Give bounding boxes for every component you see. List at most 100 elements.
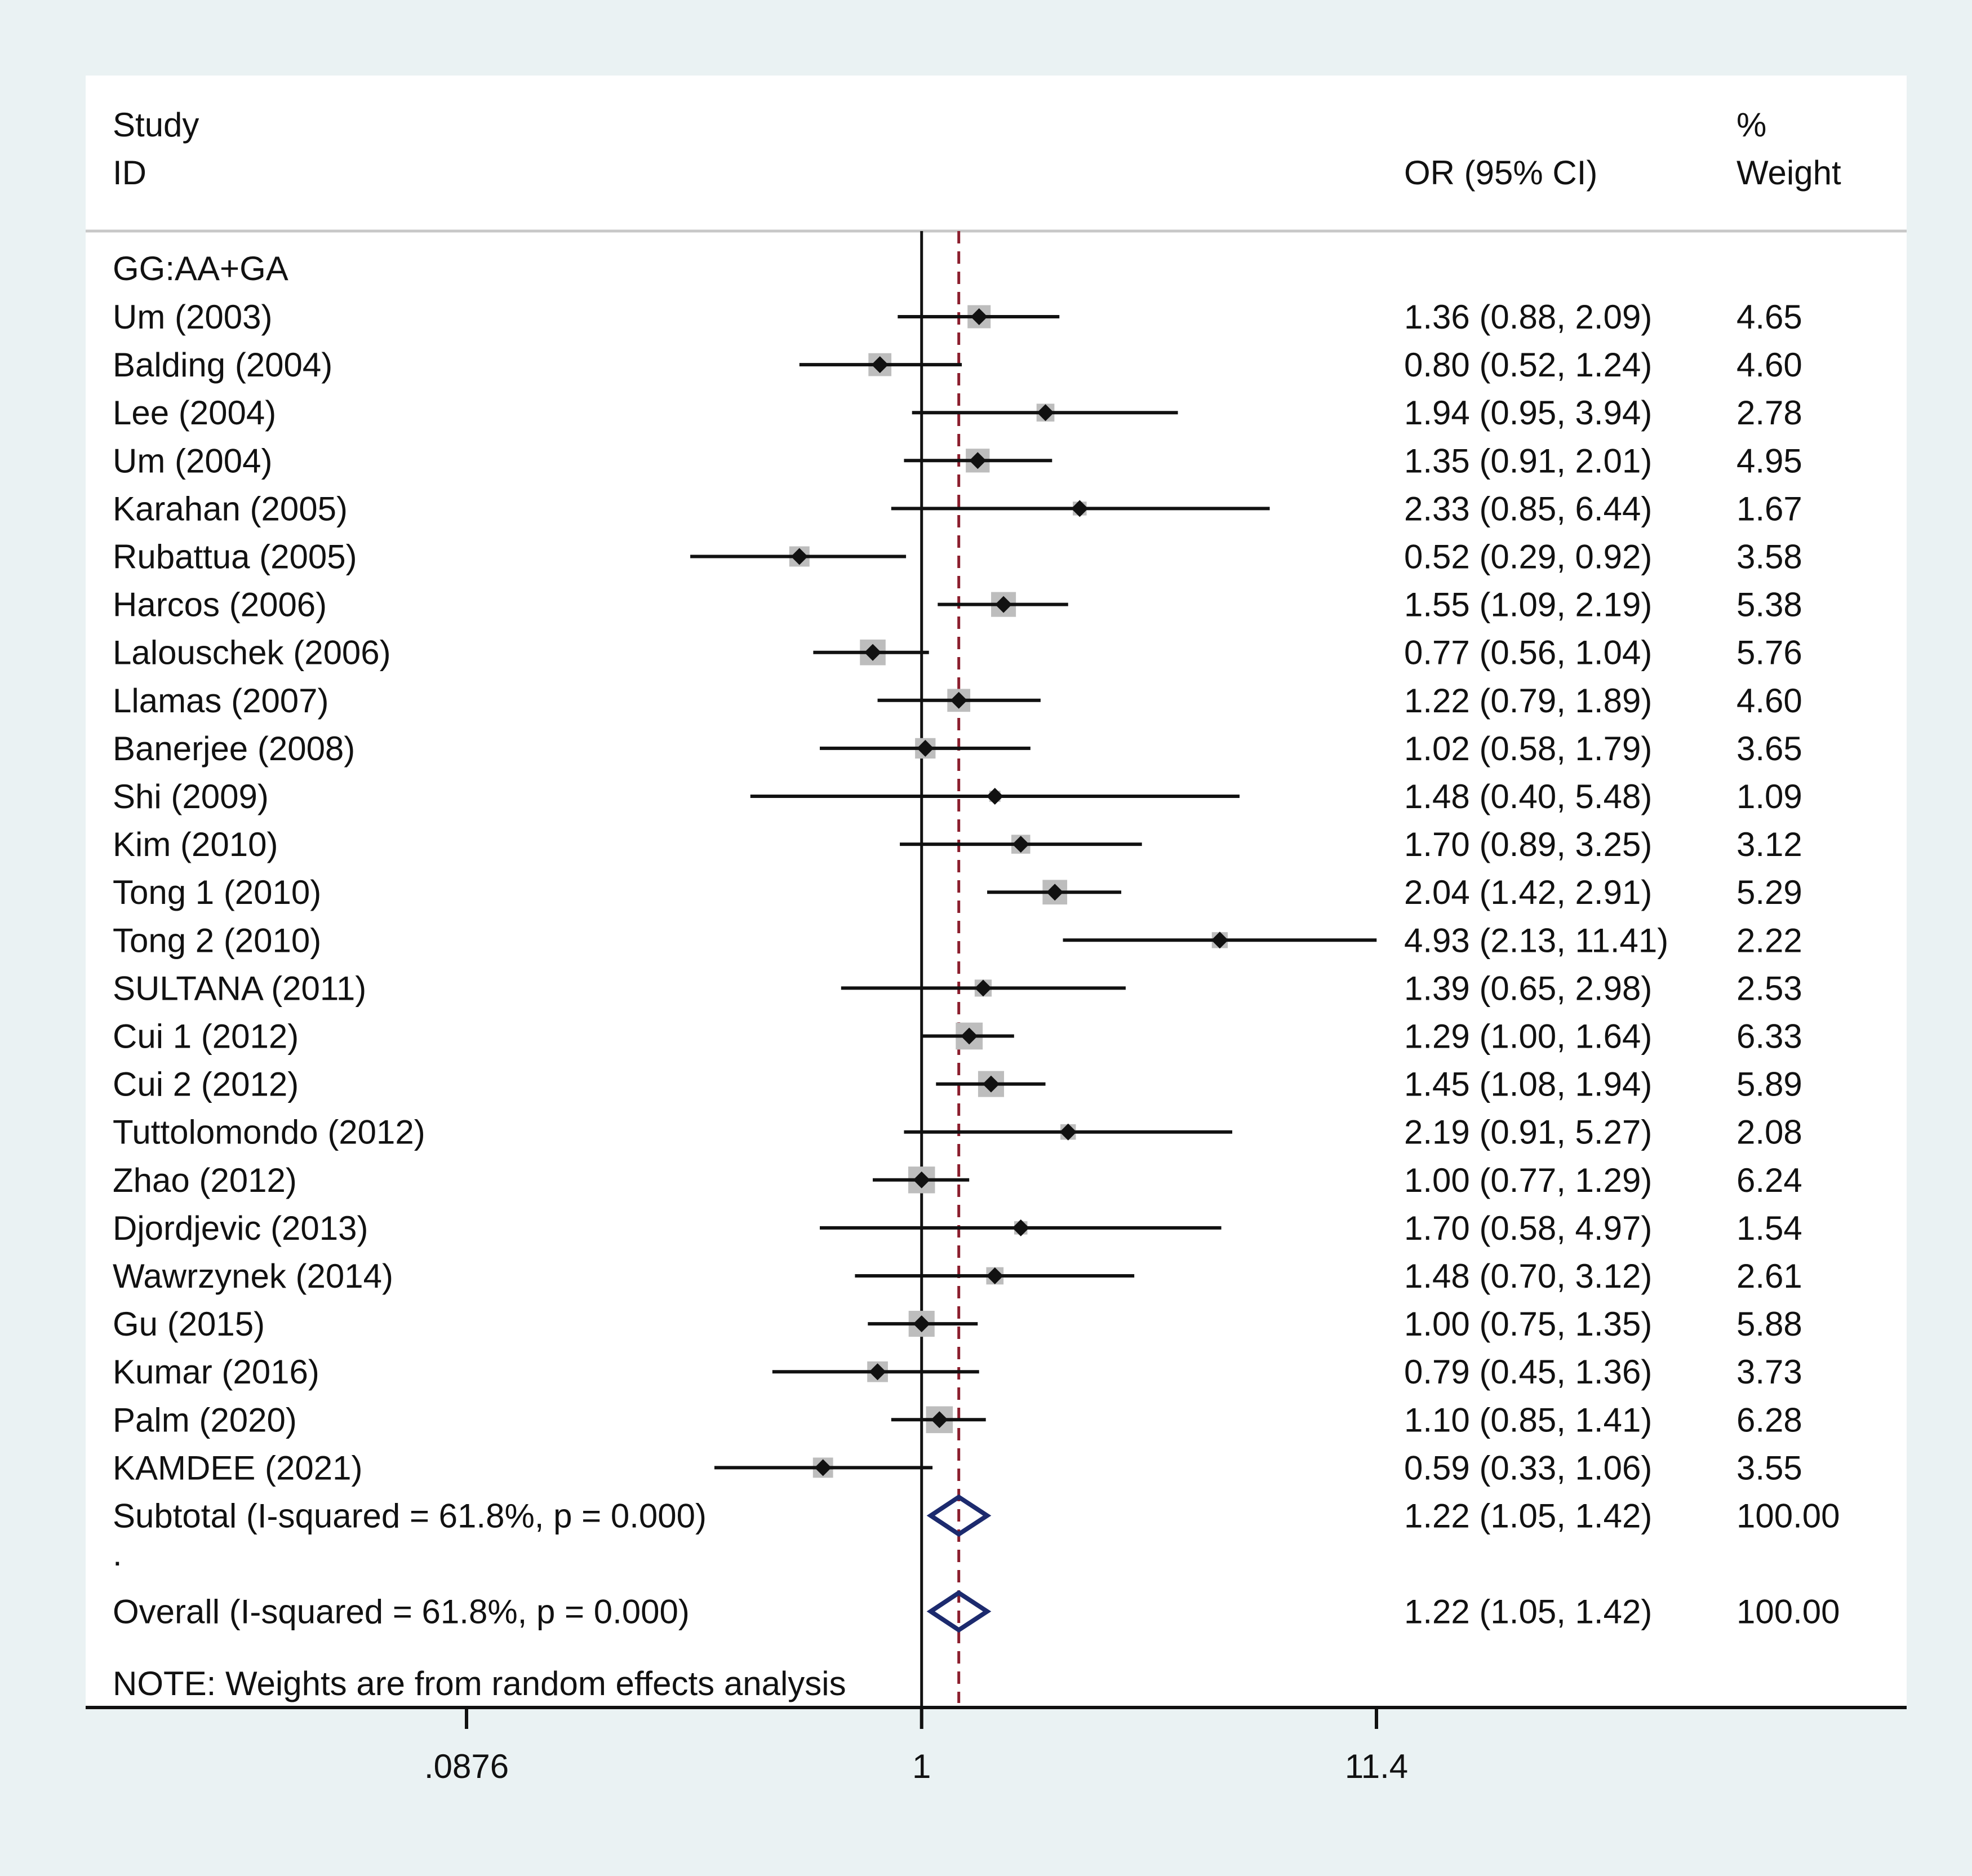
study-ci: 1.10 (0.85, 1.41): [1404, 1401, 1652, 1439]
point-estimate-marker: [974, 979, 992, 997]
point-estimate-marker: [1046, 884, 1064, 901]
study-ci: 2.19 (0.91, 5.27): [1404, 1114, 1652, 1151]
study-ci: 1.02 (0.58, 1.79): [1404, 730, 1652, 768]
study-name: Lalouschek (2006): [113, 634, 391, 672]
study-name: Tong 1 (2010): [113, 873, 321, 911]
study-weight: 5.76: [1736, 634, 1802, 672]
study-ci: 2.33 (0.85, 6.44): [1404, 490, 1652, 527]
study-name: Cui 2 (2012): [113, 1066, 299, 1103]
study-name: Kim (2010): [113, 826, 278, 863]
overall-ci: 1.22 (1.05, 1.42): [1404, 1593, 1652, 1631]
subtotal-ci: 1.22 (1.05, 1.42): [1404, 1497, 1652, 1535]
note: NOTE: Weights are from random effects an…: [113, 1665, 846, 1702]
study-name: Karahan (2005): [113, 490, 348, 527]
point-estimate-marker: [917, 739, 934, 757]
study-name: KAMDEE (2021): [113, 1449, 363, 1487]
overall-weight: 100.00: [1736, 1593, 1840, 1631]
study-weight: 1.09: [1736, 778, 1802, 815]
point-estimate-marker: [961, 1027, 978, 1045]
study-ci: 0.52 (0.29, 0.92): [1404, 538, 1652, 576]
x-tick-label: .0876: [424, 1748, 509, 1785]
overall-diamond: [926, 1590, 992, 1633]
point-estimate-marker: [1012, 1219, 1029, 1236]
study-name: Wawrzynek (2014): [113, 1257, 393, 1295]
point-estimate-marker: [982, 1075, 1000, 1093]
study-name: Gu (2015): [113, 1305, 265, 1343]
header-study: Study: [113, 106, 199, 144]
subtotal-diamond: [926, 1494, 992, 1537]
point-estimate-marker: [871, 356, 889, 374]
study-ci: 1.48 (0.40, 5.48): [1404, 778, 1652, 815]
study-weight: 3.73: [1736, 1353, 1802, 1391]
study-ci: 4.93 (2.13, 11.41): [1404, 921, 1668, 959]
point-estimate-marker: [869, 1363, 886, 1381]
study-weight: 6.28: [1736, 1401, 1802, 1439]
study-weight: 5.89: [1736, 1066, 1802, 1103]
study-weight: 4.60: [1736, 682, 1802, 720]
x-tick-label: 11.4: [1345, 1748, 1408, 1785]
subgroup-label: GG:AA+GA: [113, 250, 288, 287]
study-weight: 5.38: [1736, 586, 1802, 624]
study-name: Harcos (2006): [113, 586, 327, 624]
point-estimate-marker: [1211, 932, 1228, 949]
point-estimate-marker: [1012, 836, 1029, 853]
study-weight: 6.24: [1736, 1161, 1802, 1199]
overall-label: Overall (I-squared = 61.8%, p = 0.000): [113, 1593, 690, 1631]
point-estimate-marker: [931, 1411, 948, 1429]
study-weight: 3.12: [1736, 826, 1802, 863]
header-id: ID: [113, 154, 146, 192]
study-ci: 1.36 (0.88, 2.09): [1404, 298, 1652, 336]
study-name: Um (2004): [113, 442, 272, 480]
subtotal-weight: 100.00: [1736, 1497, 1840, 1535]
study-name: Palm (2020): [113, 1401, 297, 1439]
study-ci: 1.00 (0.77, 1.29): [1404, 1161, 1652, 1199]
point-estimate-marker: [995, 596, 1012, 613]
point-estimate-marker: [1071, 500, 1089, 517]
point-estimate-marker: [986, 788, 1003, 805]
study-weight: 6.33: [1736, 1018, 1802, 1055]
study-weight: 2.08: [1736, 1114, 1802, 1151]
study-ci: 1.70 (0.58, 4.97): [1404, 1209, 1652, 1247]
study-weight: 3.58: [1736, 538, 1802, 576]
study-weight: 4.95: [1736, 442, 1802, 480]
header-weight-percent: %: [1736, 106, 1766, 144]
study-name: Rubattua (2005): [113, 538, 357, 576]
study-name: Balding (2004): [113, 346, 332, 384]
study-ci: 1.45 (1.08, 1.94): [1404, 1066, 1652, 1103]
study-weight: 3.55: [1736, 1449, 1802, 1487]
point-estimate-marker: [864, 644, 882, 661]
x-tick-label: 1: [912, 1748, 931, 1785]
point-estimate-marker: [969, 452, 987, 469]
separator-dot: .: [113, 1535, 122, 1573]
study-ci: 0.80 (0.52, 1.24): [1404, 346, 1652, 384]
study-weight: 5.29: [1736, 873, 1802, 911]
point-estimate-marker: [1059, 1123, 1077, 1141]
point-estimate-marker: [913, 1315, 930, 1333]
point-estimate-marker: [970, 308, 988, 325]
study-ci: 1.22 (0.79, 1.89): [1404, 682, 1652, 720]
point-estimate-marker: [790, 548, 808, 565]
point-estimate-marker: [913, 1171, 930, 1188]
x-axis-ticks: .0876 1 11.4: [424, 1708, 1408, 1785]
study-weight: 2.53: [1736, 969, 1802, 1007]
study-ci: 2.04 (1.42, 2.91): [1404, 873, 1652, 911]
study-ci: 1.94 (0.95, 3.94): [1404, 394, 1652, 432]
study-ci: 1.35 (0.91, 2.01): [1404, 442, 1652, 480]
study-weight: 2.61: [1736, 1257, 1802, 1295]
study-ci: 0.77 (0.56, 1.04): [1404, 634, 1652, 672]
study-name: Banerjee (2008): [113, 730, 355, 768]
study-weight: 1.67: [1736, 490, 1802, 527]
study-name: Kumar (2016): [113, 1353, 319, 1391]
study-name: Tuttolomondo (2012): [113, 1114, 425, 1151]
subtotal-label: Subtotal (I-squared = 61.8%, p = 0.000): [113, 1497, 707, 1535]
study-weight: 1.54: [1736, 1209, 1802, 1247]
study-name: Zhao (2012): [113, 1161, 297, 1199]
point-estimate-marker: [1037, 404, 1054, 422]
point-estimate-marker: [986, 1267, 1003, 1284]
point-estimate-marker: [950, 691, 967, 709]
study-ci: 1.39 (0.65, 2.98): [1404, 969, 1652, 1007]
study-weight: 2.22: [1736, 921, 1802, 959]
header-weight: Weight: [1736, 154, 1841, 192]
study-weight: 2.78: [1736, 394, 1802, 432]
